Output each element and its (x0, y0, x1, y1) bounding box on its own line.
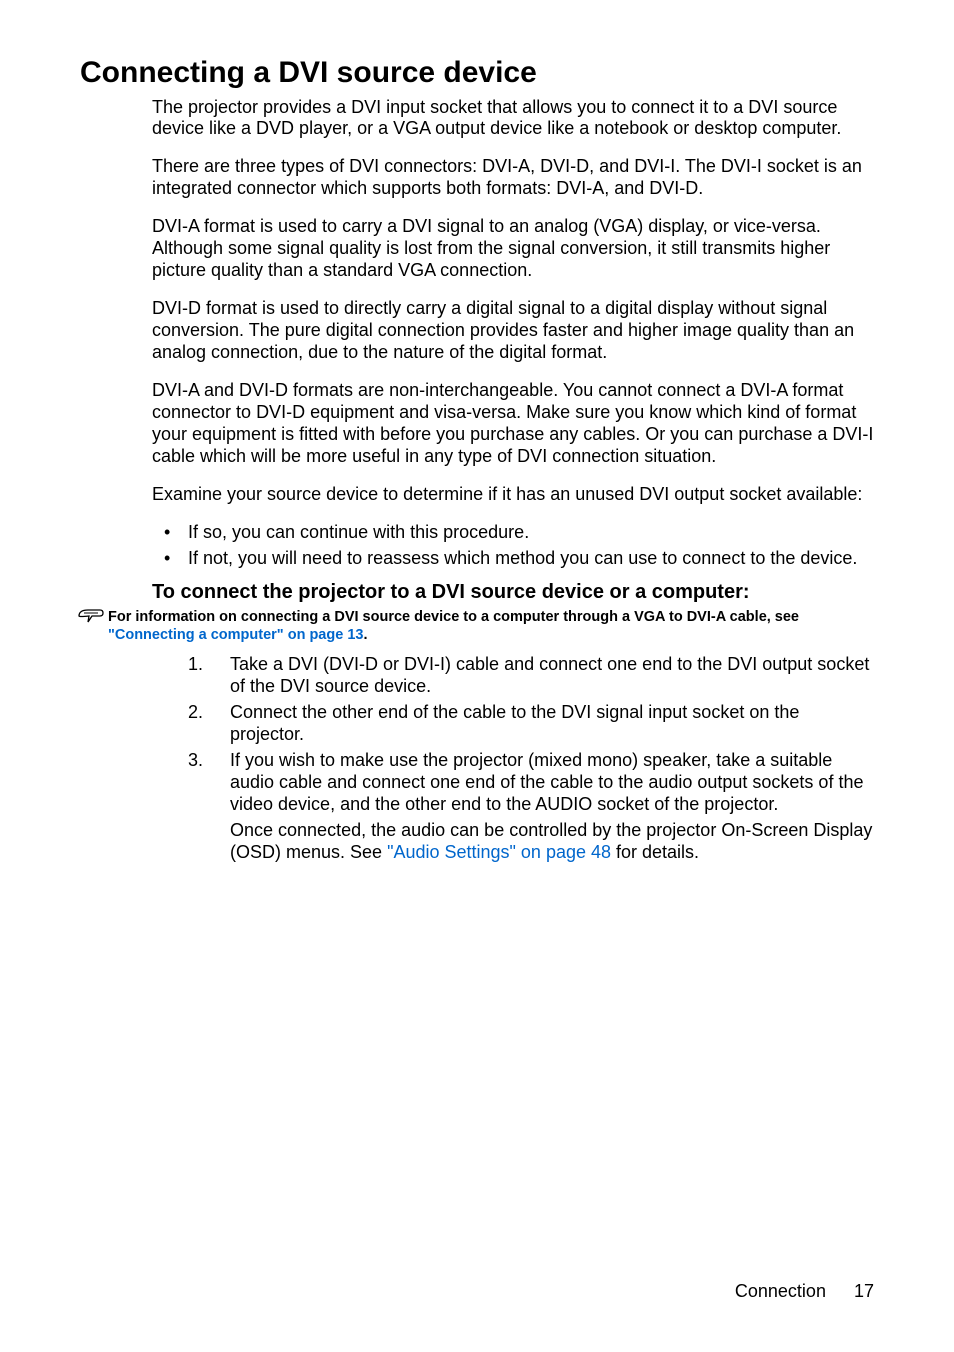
step-2-text: Connect the other end of the cable to th… (230, 702, 874, 746)
note-text: For information on connecting a DVI sour… (108, 608, 874, 644)
para-examine: Examine your source device to determine … (152, 484, 874, 506)
body-column: The projector provides a DVI input socke… (152, 97, 874, 604)
step-2: 2. Connect the other end of the cable to… (188, 702, 874, 746)
step-3-p2: Once connected, the audio can be control… (230, 820, 874, 864)
step-2-num: 2. (188, 702, 214, 724)
step-3: 3. If you wish to make use the projector… (188, 750, 874, 864)
bullet-list: If so, you can continue with this proced… (152, 522, 874, 570)
note-icon (78, 608, 104, 629)
para-connector-types: There are three types of DVI connectors:… (152, 156, 874, 200)
bullet-if-so: If so, you can continue with this proced… (152, 522, 874, 544)
step-1-num: 1. (188, 654, 214, 676)
footer: Connection 17 (735, 1281, 874, 1302)
step-3-num: 3. (188, 750, 214, 772)
para-intro: The projector provides a DVI input socke… (152, 97, 874, 141)
para-dvi-a: DVI-A format is used to carry a DVI sign… (152, 216, 874, 282)
para-non-interchangeable: DVI-A and DVI-D formats are non-intercha… (152, 380, 874, 468)
note-row: For information on connecting a DVI sour… (80, 608, 874, 644)
step-1-text: Take a DVI (DVI-D or DVI-I) cable and co… (230, 654, 874, 698)
heading-connecting-dvi: Connecting a DVI source device (80, 56, 874, 91)
footer-section: Connection (735, 1281, 826, 1301)
steps-list: 1. Take a DVI (DVI-D or DVI-I) cable and… (188, 654, 874, 864)
note-link-connecting-computer[interactable]: "Connecting a computer" on page 13 (108, 627, 363, 643)
step-3-link-audio-settings[interactable]: "Audio Settings" on page 48 (387, 842, 611, 862)
page: Connecting a DVI source device The proje… (0, 0, 954, 1352)
note-before: For information on connecting a DVI sour… (108, 609, 799, 625)
step-3-p1: If you wish to make use the projector (m… (230, 750, 874, 816)
step-3-p2-after: for details. (611, 842, 699, 862)
subheading-to-connect: To connect the projector to a DVI source… (152, 580, 874, 604)
footer-page: 17 (854, 1281, 874, 1301)
note-after: . (363, 627, 367, 643)
steps-column: 1. Take a DVI (DVI-D or DVI-I) cable and… (152, 654, 874, 864)
bullet-if-not: If not, you will need to reassess which … (152, 548, 874, 570)
para-dvi-d: DVI-D format is used to directly carry a… (152, 298, 874, 364)
step-1: 1. Take a DVI (DVI-D or DVI-I) cable and… (188, 654, 874, 698)
